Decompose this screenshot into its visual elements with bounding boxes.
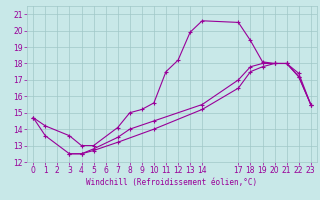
X-axis label: Windchill (Refroidissement éolien,°C): Windchill (Refroidissement éolien,°C) [86, 178, 258, 187]
